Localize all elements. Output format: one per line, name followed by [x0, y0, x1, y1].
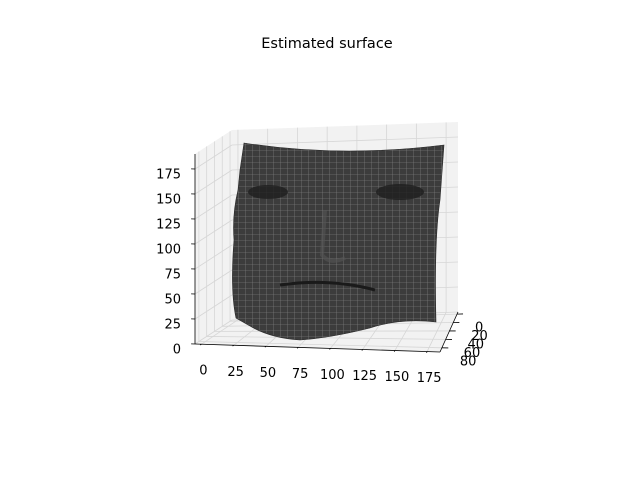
shade [376, 184, 424, 200]
grid-line [426, 312, 447, 352]
z-tick-label: 100 [156, 243, 181, 258]
grid-line [231, 136, 459, 146]
grid-line [198, 341, 442, 349]
x-tick-label: 25 [227, 365, 244, 380]
y-tick-label: 60 [464, 346, 481, 361]
x-tick-label: 100 [320, 368, 345, 383]
labels: 0 25 50 75 100 125 150 175020406080025507510012… [156, 168, 488, 387]
z-tick-label: 150 [156, 193, 181, 208]
shade [279, 280, 376, 292]
x-tick-label: 50 [260, 366, 277, 381]
grid-line [194, 269, 233, 295]
grid-line [194, 294, 233, 320]
grid-line [194, 219, 233, 245]
grid-line [194, 169, 233, 195]
x-tick-label: 125 [352, 369, 377, 384]
grid-line [194, 144, 233, 170]
surface [232, 142, 445, 341]
x-tick-label: 150 [384, 370, 409, 385]
shade [248, 185, 288, 199]
grid-line [194, 194, 233, 220]
z-tick-label: 75 [164, 268, 181, 283]
grid-line [194, 244, 233, 270]
y-tick-label: 20 [471, 329, 488, 344]
y-tick-label: 0 [475, 321, 483, 336]
grid-line [201, 319, 239, 345]
x-tick-label: 0 [199, 364, 207, 379]
x-tick-label: 75 [292, 367, 309, 382]
z-tick-label: 50 [164, 293, 181, 308]
z-tick-label: 175 [156, 168, 181, 183]
z-tick-label: 125 [156, 218, 181, 233]
axis-line [194, 343, 441, 353]
y-tick-label: 80 [460, 354, 477, 369]
y-tick-label: 40 [467, 337, 484, 352]
face-surface [232, 142, 445, 341]
grid-line [194, 319, 233, 345]
grid-line [206, 336, 446, 340]
left-pane [195, 130, 232, 344]
axis-line [439, 311, 459, 353]
z-tick-label: 0 [173, 343, 181, 358]
z-tick-label: 25 [164, 318, 181, 333]
shade [319, 209, 346, 263]
x-tick-label: 175 [417, 371, 442, 386]
chart-title: Estimated surface [261, 36, 393, 52]
